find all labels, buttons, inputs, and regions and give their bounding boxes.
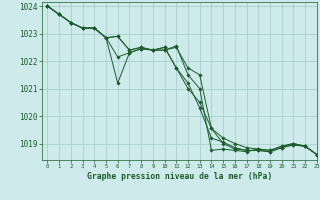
X-axis label: Graphe pression niveau de la mer (hPa): Graphe pression niveau de la mer (hPa) [87, 172, 272, 181]
